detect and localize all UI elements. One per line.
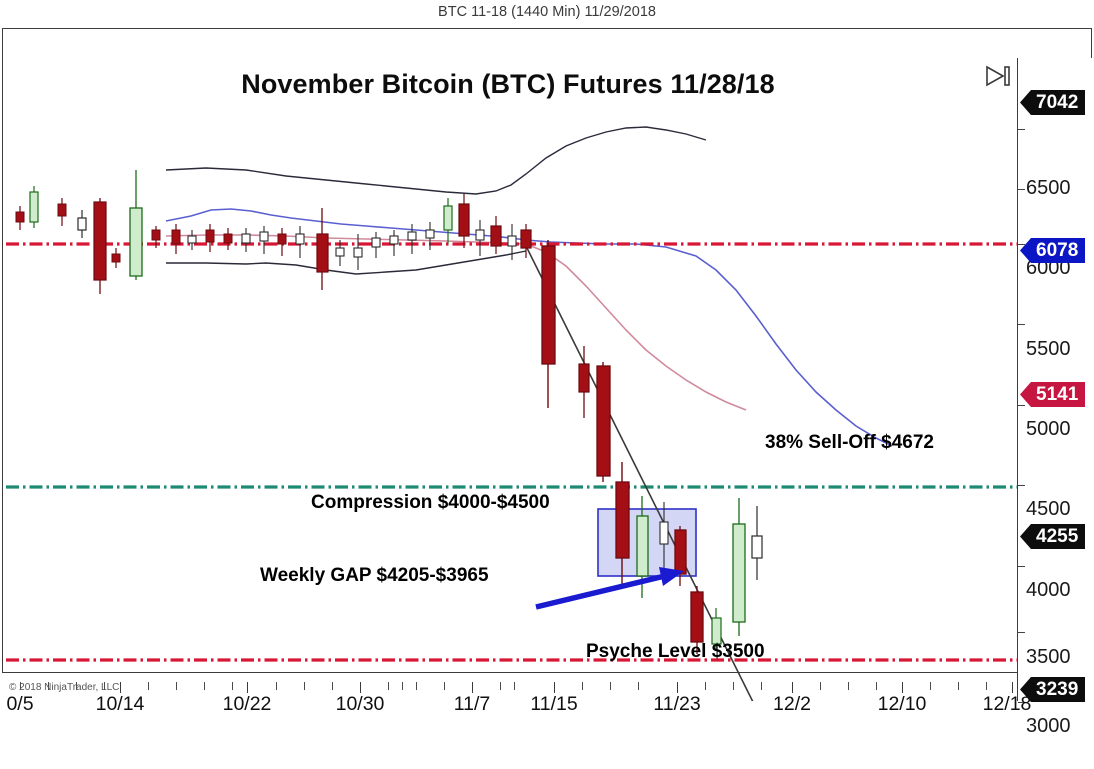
candle — [129, 170, 143, 280]
price-tick-label-3000: 3000 — [1026, 715, 1071, 737]
price-tick-mark — [1018, 702, 1025, 703]
chart-plot-area[interactable] — [6, 58, 1017, 701]
price-axis[interactable]: 6500 6000 5500 5000 4500 4000 3500 3000 … — [1017, 58, 1094, 737]
time-axis[interactable]: 0/5 10/14 10/22 10/30 11/7 11/15 11/23 1… — [2, 673, 1092, 715]
candle — [29, 186, 39, 228]
price-marker-ma-pink[interactable]: 5141 — [1020, 382, 1086, 407]
candle — [151, 226, 161, 248]
time-label-7: 12/2 — [773, 693, 811, 715]
candle — [15, 206, 25, 230]
candle — [711, 608, 722, 650]
ninjatrader-copyright: © 2018 NinjaTrader, LLC — [9, 682, 120, 693]
time-label-9: 12/18 — [982, 693, 1032, 715]
candle — [674, 526, 687, 586]
candle — [659, 502, 669, 570]
bollinger-upper-band — [165, 126, 707, 195]
candle — [111, 248, 121, 268]
price-tick-mark — [1018, 632, 1025, 633]
candle — [541, 240, 556, 408]
time-label-5: 11/15 — [530, 693, 578, 715]
annotation-weekly-gap: Weekly GAP $4205-$3965 — [260, 565, 489, 586]
candle — [187, 230, 197, 250]
price-tick-mark — [1018, 129, 1025, 130]
bollinger-lower-band — [166, 250, 527, 275]
candle — [458, 194, 470, 248]
candle — [596, 362, 611, 482]
candle — [223, 228, 233, 250]
price-tick-label-4000: 4000 — [1026, 579, 1071, 601]
candle — [171, 224, 181, 254]
time-label-3: 10/30 — [335, 693, 385, 715]
candlestick-series — [15, 170, 763, 654]
candle — [475, 220, 485, 256]
price-tick-mark — [1018, 189, 1025, 190]
price-tick-mark — [1018, 566, 1025, 567]
candle — [443, 198, 453, 244]
candle — [77, 210, 87, 238]
candle — [732, 498, 746, 636]
annotation-selloff: 38% Sell-Off $4672 — [765, 432, 934, 453]
time-label-1: 10/14 — [95, 693, 145, 715]
candle — [259, 226, 269, 254]
candle — [690, 586, 704, 654]
window-title: BTC 11-18 (1440 Min) 11/29/2018 — [438, 4, 656, 20]
candle — [93, 198, 107, 294]
window-titlebar: BTC 11-18 (1440 Min) 11/29/2018 — [0, 0, 1094, 28]
weekly-gap-arrow — [535, 567, 684, 610]
annotation-psyche-level: Psyche Level $3500 — [586, 641, 765, 662]
price-tick-mark — [1018, 405, 1025, 406]
price-marker-ma-blue[interactable]: 6078 — [1020, 238, 1086, 263]
price-tick-label-5500: 5500 — [1026, 338, 1071, 360]
candle — [615, 462, 630, 586]
price-marker-low[interactable]: 3239 — [1020, 677, 1086, 702]
candle — [407, 224, 417, 254]
price-tick-label-4500: 4500 — [1026, 498, 1071, 520]
candle — [277, 228, 287, 256]
candle — [241, 228, 251, 252]
annotation-compression: Compression $4000-$4500 — [311, 492, 550, 513]
price-marker-high[interactable]: 7042 — [1020, 90, 1086, 115]
time-label-6: 11/23 — [653, 693, 701, 715]
price-tick-mark — [1018, 244, 1025, 245]
price-chart-svg — [6, 126, 1017, 701]
candle — [205, 224, 215, 252]
candle — [490, 216, 502, 254]
play-to-end-icon[interactable] — [985, 65, 1011, 92]
chart-frame: November Bitcoin (BTC) Futures 11/28/18 … — [2, 28, 1094, 737]
price-tick-label-5000: 5000 — [1026, 418, 1071, 440]
candle — [751, 506, 763, 580]
time-label-8: 12/10 — [877, 693, 927, 715]
price-tick-mark — [1018, 324, 1025, 325]
candle — [578, 346, 590, 418]
price-tick-mark — [1018, 485, 1025, 486]
candle — [353, 234, 363, 270]
candle — [295, 226, 305, 258]
candle — [57, 198, 67, 226]
time-label-0: 0/5 — [6, 693, 34, 715]
candle — [425, 222, 435, 250]
candle — [507, 224, 517, 260]
candle — [520, 224, 532, 258]
time-label-4: 11/7 — [453, 693, 491, 715]
price-tick-label-3500: 3500 — [1026, 646, 1071, 668]
candle — [316, 208, 329, 290]
chart-title: November Bitcoin (BTC) Futures 11/28/18 — [241, 69, 775, 99]
time-label-2: 10/22 — [222, 693, 272, 715]
candle — [335, 240, 345, 266]
price-marker-last[interactable]: 4255 — [1020, 524, 1086, 549]
candle — [371, 232, 381, 258]
price-tick-label-6500: 6500 — [1026, 177, 1071, 199]
candle — [389, 230, 399, 256]
moving-average-pink — [165, 234, 747, 411]
